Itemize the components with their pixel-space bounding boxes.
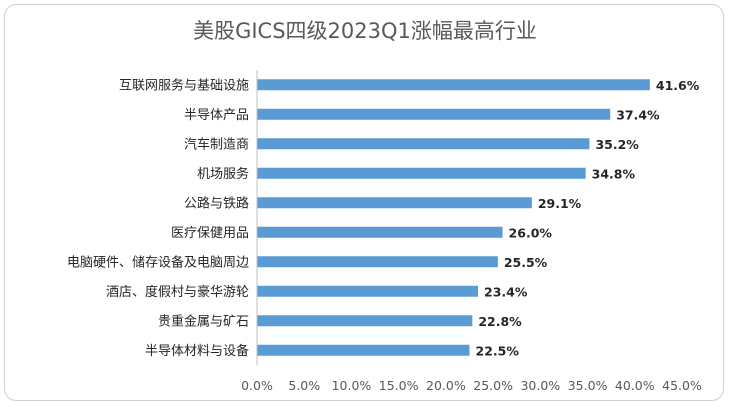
bar	[257, 167, 586, 179]
x-tick-label: 35.0%	[568, 378, 608, 393]
bar-value-label: 22.8%	[478, 314, 522, 329]
bar	[257, 344, 470, 356]
bar	[257, 138, 590, 150]
x-tick-label: 45.0%	[662, 378, 702, 393]
category-label: 公路与铁路	[184, 195, 249, 211]
x-tick-label: 5.0%	[288, 378, 320, 393]
bar	[257, 256, 498, 268]
bar-value-label: 23.4%	[484, 284, 528, 299]
x-tick-label: 15.0%	[379, 378, 419, 393]
category-label: 半导体产品	[184, 108, 249, 123]
x-tick-label: 0.0%	[241, 378, 273, 393]
bar-value-label: 37.4%	[616, 107, 660, 122]
category-label: 半导体材料与设备	[145, 343, 249, 359]
bar-value-label: 22.5%	[476, 343, 520, 358]
bar-value-label: 41.6%	[656, 78, 700, 93]
bar	[257, 108, 611, 120]
bar-value-label: 34.8%	[592, 166, 636, 181]
bar	[257, 197, 532, 209]
x-tick-label: 25.0%	[473, 378, 513, 393]
bar-value-label: 35.2%	[595, 137, 639, 152]
category-label: 机场服务	[197, 166, 249, 182]
bar-value-label: 26.0%	[509, 225, 553, 240]
category-label: 贵重金属与矿石	[158, 313, 249, 329]
category-label: 汽车制造商	[184, 136, 249, 152]
category-label: 酒店、度假村与豪华游轮	[106, 284, 249, 300]
chart-title: 美股GICS四级2023Q1涨幅最高行业	[193, 19, 537, 43]
x-tick-label: 10.0%	[332, 378, 372, 393]
category-label: 医疗保健用品	[171, 226, 249, 241]
bar	[257, 315, 473, 327]
bar	[257, 79, 650, 91]
x-tick-label: 40.0%	[615, 378, 655, 393]
category-label: 互联网服务与基础设施	[119, 77, 249, 93]
bar-value-label: 25.5%	[504, 255, 548, 270]
bar	[257, 285, 478, 297]
bar-value-label: 29.1%	[538, 196, 582, 211]
bar	[257, 226, 503, 238]
category-label: 电脑硬件、储存设备及电脑周边	[67, 254, 249, 270]
x-tick-label: 30.0%	[520, 378, 560, 393]
x-tick-label: 20.0%	[426, 378, 466, 393]
